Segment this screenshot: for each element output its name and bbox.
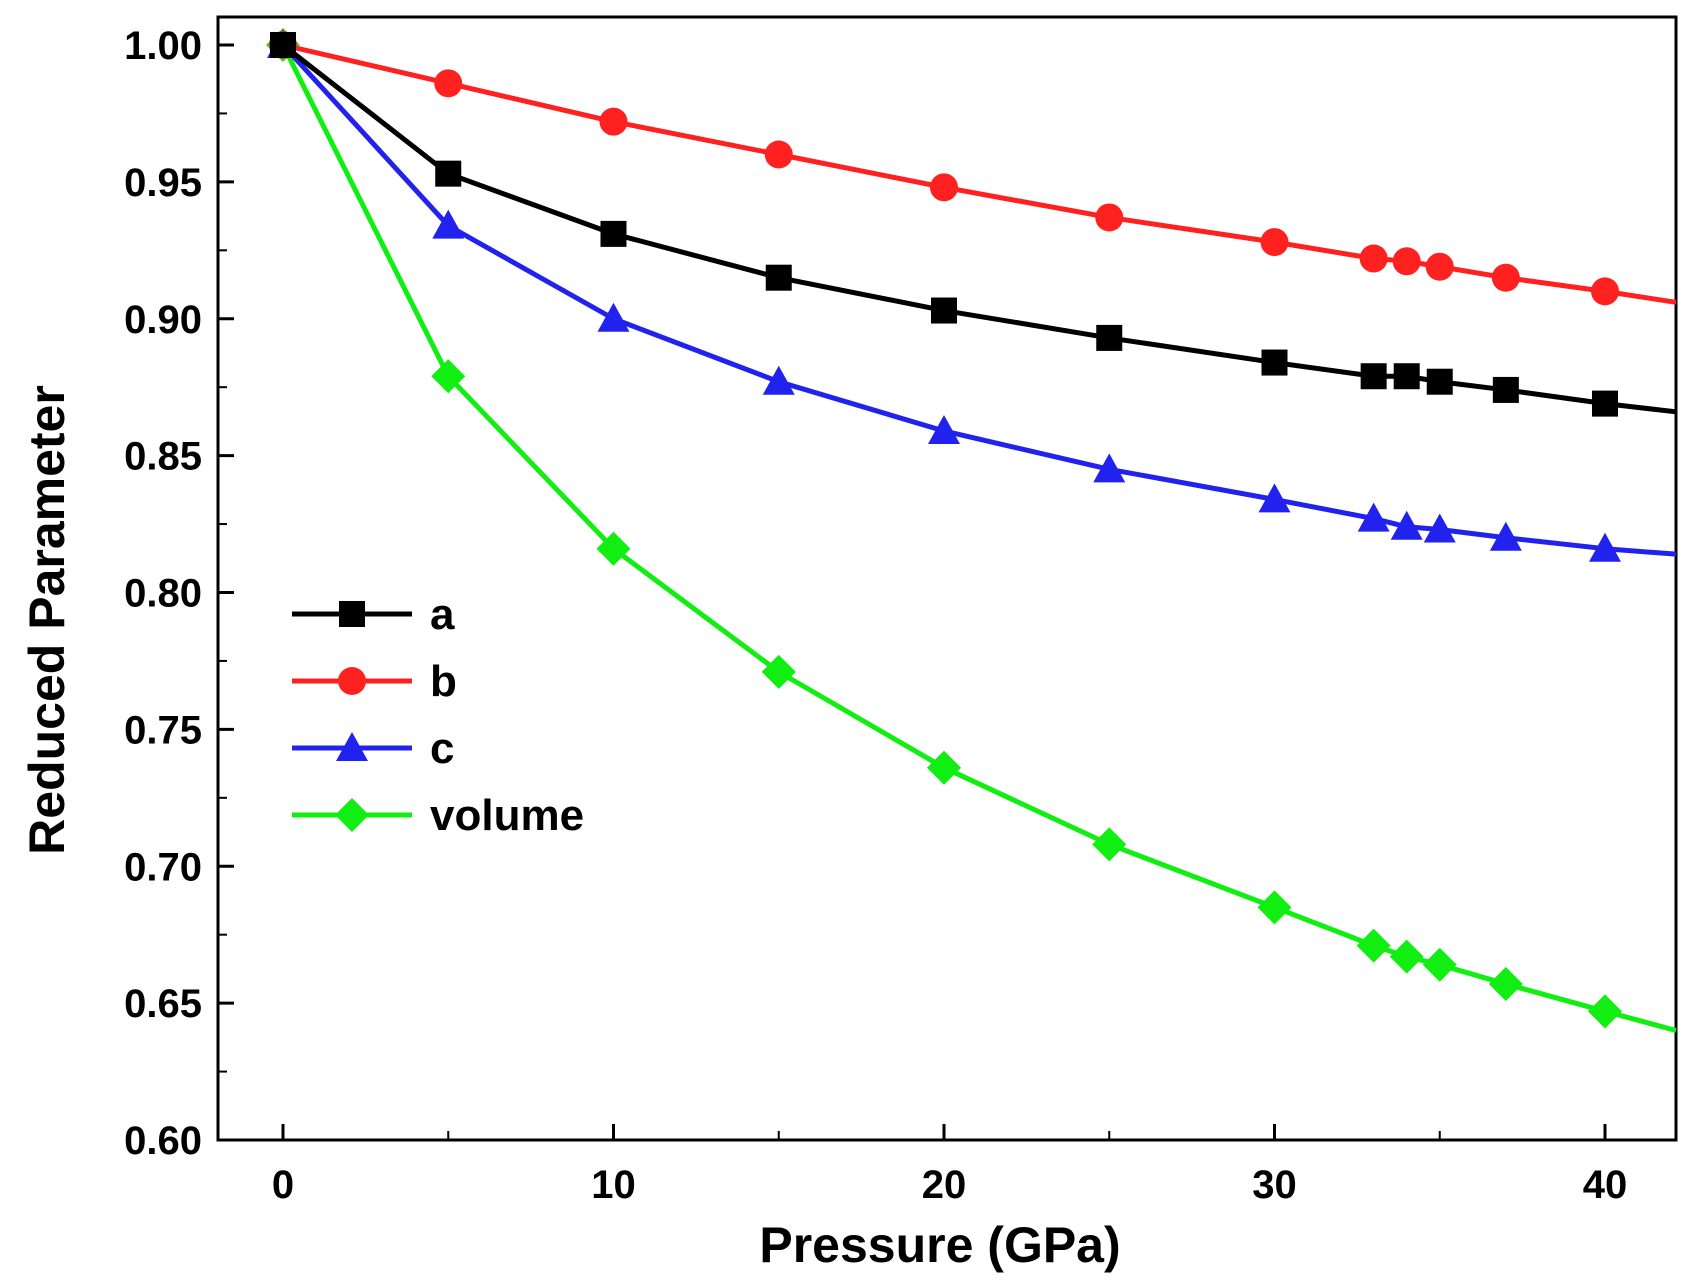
data-point-c [762, 365, 795, 395]
legend-marker-b [338, 667, 366, 695]
y-tick-label: 0.90 [124, 298, 202, 342]
data-point-b [1359, 244, 1388, 273]
legend-label-c: c [430, 724, 454, 773]
series-line-b [282, 42, 1677, 305]
data-point-c [928, 414, 960, 444]
data-point-volume [1422, 947, 1457, 982]
data-point-volume [431, 359, 466, 394]
x-axis-title: Pressure (GPa) [759, 1217, 1120, 1273]
data-point-volume [1257, 890, 1292, 925]
legend-item-volume: volume [292, 791, 584, 840]
x-tick-label: 20 [922, 1163, 967, 1207]
y-tick-label: 0.85 [124, 435, 202, 479]
data-point-c [1489, 521, 1522, 551]
y-axis-title: Reduced Parameter [19, 385, 75, 855]
data-point-c [597, 302, 630, 332]
legend-label-a: a [430, 590, 455, 639]
data-point-c [1093, 453, 1126, 483]
y-tick-label: 0.65 [124, 982, 202, 1026]
y-tick-label: 0.70 [124, 845, 202, 889]
data-point-volume [1389, 939, 1424, 974]
legend-label-volume: volume [430, 791, 584, 840]
data-point-c [1258, 483, 1291, 513]
legend-marker-c [336, 732, 368, 761]
x-tick-label: 30 [1252, 1163, 1297, 1207]
data-point-a [1360, 363, 1387, 390]
data-point-volume [596, 531, 631, 566]
data-point-b [1260, 228, 1289, 257]
data-point-b [930, 173, 958, 202]
data-point-a [931, 297, 957, 324]
x-tick-label: 40 [1583, 1163, 1628, 1207]
data-point-b [764, 140, 793, 169]
series-line-a [281, 43, 1677, 415]
data-point-c [432, 209, 465, 239]
series-volume [266, 28, 1677, 1033]
data-point-volume [761, 654, 796, 689]
data-point-a [270, 32, 296, 58]
data-point-c [1390, 510, 1423, 540]
data-point-volume [1356, 928, 1391, 963]
data-point-a [1261, 349, 1288, 376]
data-point-b [599, 107, 628, 136]
series-b [269, 31, 1677, 306]
data-point-b [1392, 247, 1421, 276]
legend-item-a: a [292, 590, 455, 639]
data-point-volume [927, 750, 961, 785]
data-point-a [1426, 368, 1453, 395]
data-point-volume [1588, 994, 1622, 1029]
y-tick-label: 0.75 [124, 708, 202, 752]
x-tick-label: 0 [272, 1163, 294, 1207]
y-tick-label: 1.00 [124, 24, 202, 68]
data-point-b [1095, 203, 1124, 232]
series-a [270, 32, 1677, 417]
legend-marker-a [339, 601, 365, 627]
data-point-a [1492, 376, 1519, 403]
data-point-b [1591, 277, 1619, 306]
data-point-b [1425, 252, 1454, 281]
legend-item-b: b [292, 657, 457, 706]
legend-marker-volume [335, 798, 369, 832]
x-tick-label: 10 [591, 1163, 636, 1207]
y-tick-label: 0.80 [124, 572, 202, 616]
y-tick-label: 0.95 [124, 161, 202, 205]
data-point-c [1589, 532, 1621, 562]
data-point-a [1592, 390, 1618, 417]
data-point-c [1357, 502, 1390, 532]
data-point-b [434, 69, 463, 98]
data-point-a [435, 160, 462, 187]
series-line-c [281, 43, 1677, 557]
series-c [267, 29, 1677, 562]
plot-frame [216, 15, 1678, 1142]
data-point-b [1491, 263, 1520, 292]
y-tick-label: 0.60 [124, 1119, 202, 1163]
data-point-c [1423, 513, 1456, 543]
data-point-a [765, 264, 792, 291]
data-point-a [600, 220, 627, 247]
legend-label-b: b [430, 657, 457, 706]
data-point-a [1393, 363, 1420, 390]
data-point-a [1096, 324, 1123, 351]
legend-item-c: c [292, 724, 454, 773]
data-point-volume [1092, 827, 1127, 862]
data-point-volume [1488, 966, 1523, 1001]
